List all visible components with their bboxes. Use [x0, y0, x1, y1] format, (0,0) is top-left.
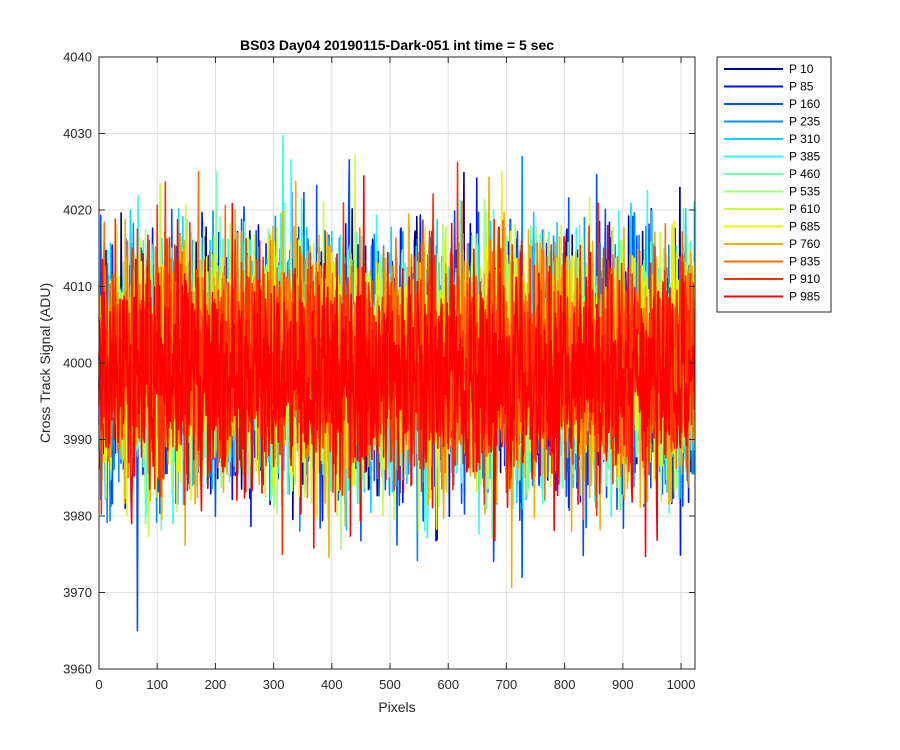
y-tick-label: 3980	[63, 509, 92, 524]
legend-label: P 610	[789, 202, 820, 216]
series-layer	[98, 134, 696, 632]
legend-items: P 10 P 85 P 160 P 235 P 310 P 385 P 460 P 535 P …	[724, 62, 820, 304]
x-tick-label: 500	[379, 677, 401, 692]
legend-label: P 10	[789, 62, 814, 76]
legend-label: P 910	[789, 272, 820, 286]
chart-title: BS03 Day04 20190115-Dark-051 int time = …	[240, 37, 554, 53]
legend-label: P 460	[789, 167, 820, 181]
x-tick-label: 1000	[667, 677, 696, 692]
x-tick-label: 100	[146, 677, 168, 692]
x-tick-label: 700	[496, 677, 518, 692]
x-tick-label: 900	[612, 677, 634, 692]
ticks	[98, 56, 695, 670]
legend-label: P 535	[789, 185, 820, 199]
legend-label: P 385	[789, 150, 820, 164]
y-tick-label: 4000	[63, 356, 92, 371]
x-axis-label: Pixels	[378, 699, 415, 715]
y-tick-label: 4010	[63, 279, 92, 294]
legend-label: P 235	[789, 115, 820, 129]
x-tick-label: 200	[205, 677, 227, 692]
legend-label: P 160	[789, 97, 820, 111]
x-tick-label: 600	[437, 677, 459, 692]
legend-box	[716, 56, 832, 313]
legend-label: P 685	[789, 220, 820, 234]
x-tick-label: 400	[321, 677, 343, 692]
y-tick-label: 3990	[63, 432, 92, 447]
legend-label: P 85	[789, 80, 814, 94]
y-tick-label: 4040	[63, 50, 92, 65]
tick-labels: 0 100 200 300 400 500 600 700 800 900 1000 3960 3970…	[63, 50, 695, 693]
y-axis-label: Cross Track Signal (ADU)	[37, 283, 53, 443]
series-line-p985	[98, 174, 696, 558]
legend-label: P 310	[789, 132, 820, 146]
x-tick-label: 800	[554, 677, 576, 692]
legend-label: P 985	[789, 290, 820, 304]
legend-label: P 760	[789, 237, 820, 251]
y-tick-label: 3960	[63, 662, 92, 677]
legend: P 10 P 85 P 160 P 235 P 310 P 385 P 460 P 535 P …	[716, 56, 832, 313]
y-tick-label: 3970	[63, 585, 92, 600]
x-tick-label: 0	[95, 677, 102, 692]
y-tick-label: 4030	[63, 126, 92, 141]
x-tick-label: 300	[263, 677, 285, 692]
legend-label: P 835	[789, 255, 820, 269]
y-tick-label: 4020	[63, 203, 92, 218]
